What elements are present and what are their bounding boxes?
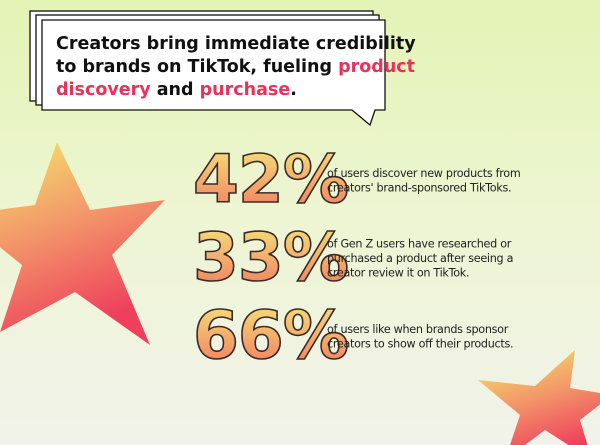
title-segment: . <box>290 80 297 100</box>
title-segment: discovery <box>56 80 151 100</box>
title-segment: purchase <box>200 80 291 100</box>
speech-bubble <box>29 10 386 127</box>
stat-description: creator review it on TikTok. <box>327 267 469 280</box>
title-line: Creators bring immediate credibility <box>56 34 416 54</box>
stat-description: purchased a product after seeing a <box>327 252 513 265</box>
title-segment: to brands on TikTok, fueling <box>56 57 338 77</box>
stat-description: of users like when brands sponsor <box>327 323 509 336</box>
stat-description: of Gen Z users have researched or <box>327 238 512 251</box>
title-line: discovery and purchase. <box>56 80 297 100</box>
title-segment: and <box>151 80 200 100</box>
stat-figure: 66% <box>193 297 348 374</box>
title-segment: Creators bring immediate credibility <box>56 34 416 54</box>
title-line: to brands on TikTok, fueling product <box>56 57 415 77</box>
star <box>0 142 165 345</box>
stat-description: creators' brand-sponsored TikToks. <box>327 181 511 194</box>
title-segment: product <box>338 57 415 77</box>
stat-figure: 42% <box>193 141 348 218</box>
stat-description: creators to show off their products. <box>327 337 513 350</box>
stat-figure: 33% <box>193 219 348 296</box>
star <box>478 350 600 445</box>
stat-description: of users discover new products from <box>327 167 520 180</box>
